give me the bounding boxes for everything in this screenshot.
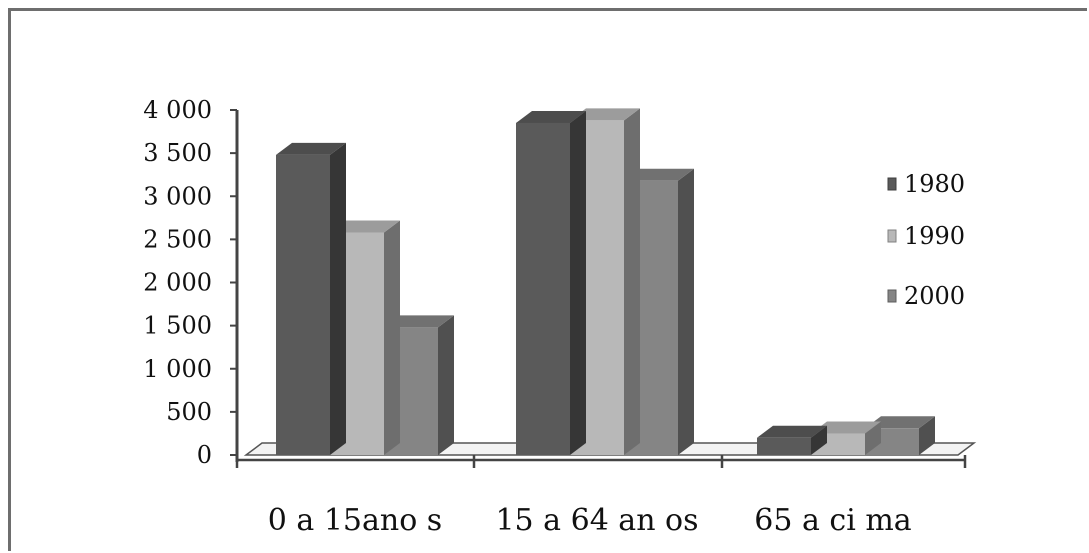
bar-top-face [811,421,881,434]
y-tick-label: 500 [166,398,212,426]
bar-side-face [865,421,881,455]
bar-top-face [570,108,640,121]
bar-top-face [384,315,454,328]
bar-top-face [757,425,827,438]
bar-front-face [757,437,811,455]
bar-top-face [865,416,935,429]
bar-side-face [811,425,827,455]
bar-1980-0 [276,142,346,455]
y-tick-label: 3 500 [143,139,212,167]
x-category-label: 15 a 64 an os [495,503,698,538]
bar-2000-2 [865,416,935,455]
y-tick-label: 2 000 [143,269,212,297]
bar-front-face [276,154,330,455]
legend-swatch-1990 [887,229,897,243]
bar-1980-1 [516,110,586,455]
bar-front-face [516,122,570,455]
bar-side-face [330,142,346,455]
bar-1980-2 [757,425,827,455]
bar-side-face [384,220,400,455]
bar-top-face [624,168,694,181]
bar-side-face [919,416,935,455]
bar-top-face [330,220,400,233]
bar-side-face [570,110,586,455]
y-tick-label: 3 000 [143,182,212,210]
legend-label-2000: 2000 [904,282,965,310]
y-tick-label: 1 500 [143,312,212,340]
y-tick-label: 2 500 [143,225,212,253]
y-tick-label: 0 [197,441,212,469]
bar-top-face [276,142,346,155]
legend-swatch-1980 [887,177,897,191]
bar-side-face [624,108,640,455]
bar-side-face [678,168,694,455]
x-labels-layer: 0 a 15ano s 15 a 64 an os 65 a ci ma [268,503,912,538]
y-tick-label: 4 000 [143,96,212,124]
chart-frame [8,8,1087,551]
legend-label-1990: 1990 [904,222,965,250]
y-tick-label: 1 000 [143,355,212,383]
bars-layer [276,108,935,455]
x-category-label: 0 a 15ano s [268,503,442,538]
legend-swatch-2000 [887,289,897,303]
x-category-label: 65 a ci ma [754,503,912,538]
legend-label-1980: 1980 [904,170,965,198]
legend: 1980 1990 2000 [887,170,965,310]
bar-side-face [438,315,454,455]
bar-top-face [516,110,586,123]
